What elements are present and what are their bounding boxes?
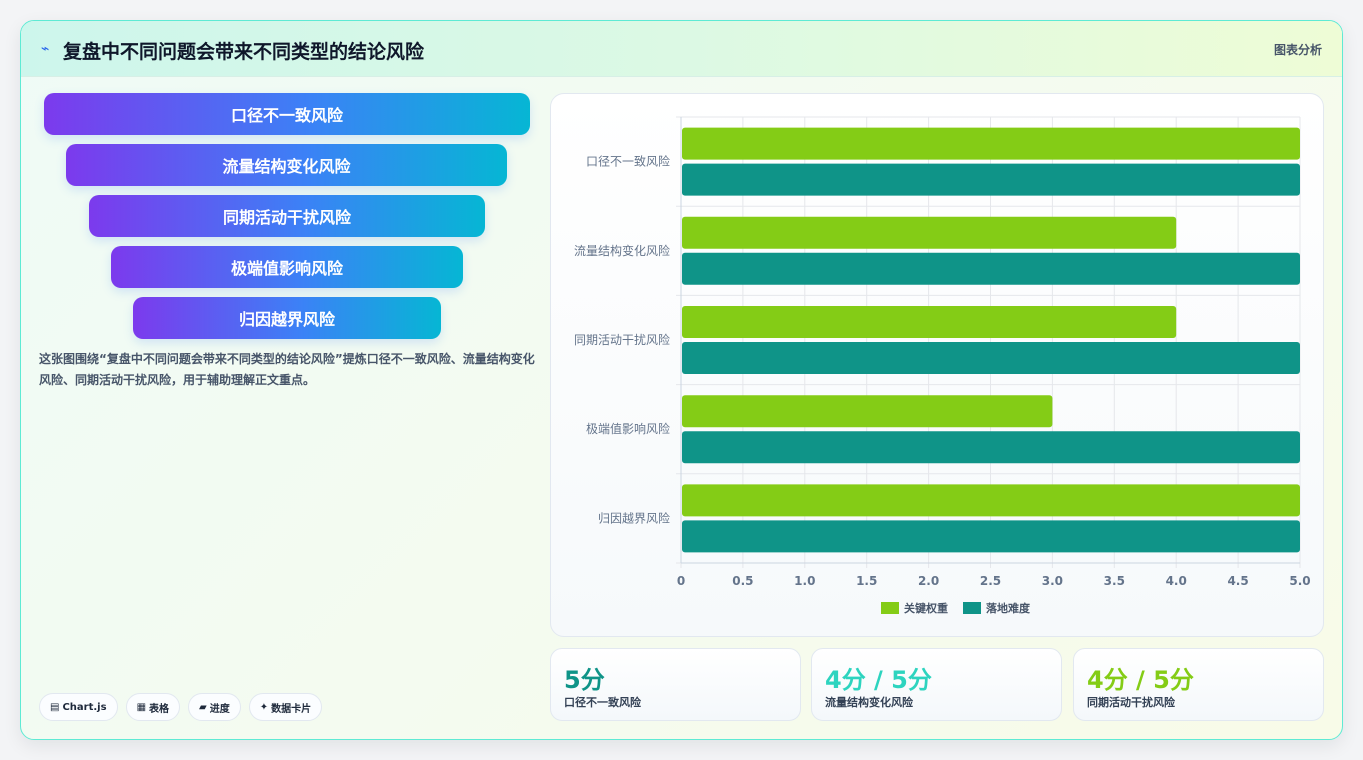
header-tag: 图表分析 [1273, 43, 1322, 57]
main-card: ⌁ 复盘中不同问题会带来不同类型的结论风险 图表分析 口径不一致风险 流量结构变… [20, 20, 1343, 740]
stat-value: 4分 / 5分 [1087, 666, 1194, 694]
lightning-icon: ⌁ [41, 41, 50, 57]
x-tick-label: 0.5 [732, 574, 753, 588]
stat-card: 5分 口径不一致风险 [550, 648, 801, 721]
legend-swatch [963, 602, 981, 614]
chip-progress[interactable]: ▰ 进度 [188, 693, 241, 721]
bar-difficulty [682, 163, 1300, 196]
chip-data-card[interactable]: ✦ 数据卡片 [248, 693, 323, 721]
bar-key-weight [682, 306, 1177, 338]
x-tick-label: 4.0 [1166, 574, 1187, 588]
funnel-bar: 同期活动干扰风险 [89, 195, 485, 237]
x-tick-label: 1.5 [856, 574, 877, 588]
funnel-bar: 流量结构变化风险 [66, 144, 507, 186]
y-tick-label: 归因越界风险 [598, 510, 670, 525]
stat-value: 4分 / 5分 [825, 666, 932, 694]
chip-table[interactable]: ▦ 表格 [125, 693, 181, 721]
bar-key-weight [682, 216, 1177, 249]
y-tick-label: 极端值影响风险 [586, 421, 670, 436]
x-tick-label: 3.0 [1042, 574, 1063, 588]
x-tick-label: 5.0 [1289, 574, 1310, 588]
stat-card: 4分 / 5分 流量结构变化风险 [811, 648, 1062, 721]
x-tick-label: 3.5 [1104, 574, 1125, 588]
bar-difficulty [682, 520, 1300, 553]
funnel-bar: 极端值影响风险 [111, 246, 463, 288]
bar-difficulty [682, 252, 1300, 285]
x-tick-label: 2.5 [980, 574, 1001, 588]
funnel-bar: 归因越界风险 [133, 297, 441, 339]
x-tick-label: 4.5 [1227, 574, 1248, 588]
y-tick-label: 口径不一致风险 [586, 154, 670, 169]
bar-chart: 0 0.5 1.0 1.5 2.0 2.5 3.0 3.5 4.0 4.5 5.0 口径不一致风险流量… [574, 116, 1311, 615]
stat-card: 4分 / 5分 同期活动干扰风险 [1073, 648, 1324, 721]
stat-label: 同期活动干扰风险 [1087, 696, 1175, 709]
legend-label: 落地难度 [986, 601, 1031, 615]
bar-key-weight [682, 395, 1053, 428]
y-tick-label: 同期活动干扰风险 [574, 332, 670, 347]
chart-icon: ▤ [50, 701, 60, 713]
bar-difficulty [682, 342, 1300, 374]
funnel-bar: 口径不一致风险 [44, 93, 530, 135]
sparkle-icon: ✦ [259, 701, 269, 713]
y-tick-label: 流量结构变化风险 [574, 243, 670, 258]
table-icon: ▦ [136, 701, 147, 713]
stat-label: 口径不一致风险 [564, 696, 641, 709]
bar-difficulty [682, 431, 1300, 464]
bar-key-weight [682, 127, 1300, 160]
chip-chartjs[interactable]: ▤ Chart.js [39, 693, 118, 721]
x-tick-label: 0 [677, 574, 685, 588]
stat-label: 流量结构变化风险 [825, 696, 913, 709]
chip-label: 数据卡片 [271, 703, 312, 715]
chip-label: 表格 [149, 703, 170, 715]
legend-label: 关键权重 [904, 601, 948, 615]
chip-label: Chart.js [62, 701, 107, 713]
bar-key-weight [682, 484, 1300, 517]
chart-panel: 0 0.5 1.0 1.5 2.0 2.5 3.0 3.5 4.0 4.5 5.0 口径不一致风险流量… [550, 93, 1324, 637]
x-tick-label: 1.0 [794, 574, 815, 588]
chip-row: ▤ Chart.js ▦ 表格 ▰ 进度 ✦ 数据卡片 [39, 693, 323, 721]
page-title: 复盘中不同问题会带来不同类型的结论风险 [63, 41, 425, 63]
description: 这张图围绕“复盘中不同问题会带来不同类型的结论风险”提炼口径不一致风险、流量结构… [39, 352, 535, 387]
stat-value: 5分 [564, 666, 605, 694]
chip-label: 进度 [209, 703, 230, 715]
x-tick-label: 2.0 [918, 574, 939, 588]
progress-icon: ▰ [199, 701, 207, 713]
header: ⌁ 复盘中不同问题会带来不同类型的结论风险 图表分析 [21, 21, 1342, 77]
legend-swatch [881, 602, 899, 614]
